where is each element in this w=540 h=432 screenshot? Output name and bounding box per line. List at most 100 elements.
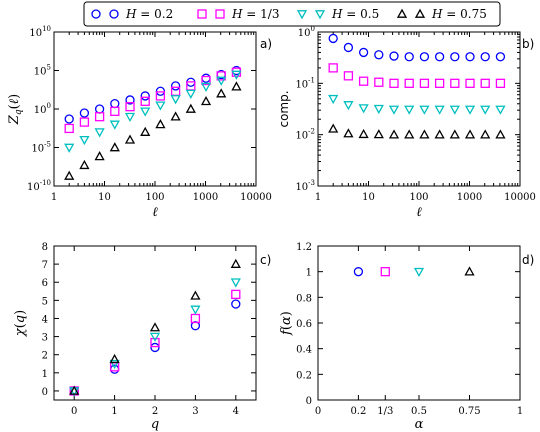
data-point [231, 299, 241, 309]
data-point [373, 104, 384, 115]
tick-label: 1 [306, 268, 312, 279]
data-point [64, 170, 75, 180]
tick-label: 0 [42, 387, 48, 398]
data-point [79, 108, 90, 118]
tick-label: 0.5 [411, 406, 427, 417]
data-point [450, 78, 460, 88]
tick-label: 1 [315, 192, 321, 203]
data-point [79, 159, 90, 170]
data-point [125, 102, 135, 112]
tick-label: 0 [315, 406, 321, 417]
y-axis-label: comp. [277, 90, 291, 127]
data-point [328, 94, 339, 105]
tick-label: 1.2 [296, 242, 312, 253]
legend-frame [83, 1, 501, 27]
tick-label: 105 [34, 64, 51, 78]
data-point [450, 52, 460, 62]
y-axis-label: Zq(ℓ) [7, 94, 24, 125]
data-point [149, 322, 161, 332]
data-point [419, 78, 430, 88]
data-point [124, 134, 136, 144]
data-point [230, 278, 241, 288]
data-point [480, 105, 491, 115]
data-point [94, 104, 105, 114]
legend-label: H = 0.75 [431, 7, 487, 21]
tick-label: 0.75 [458, 406, 480, 417]
data-point [69, 385, 80, 395]
data-point [149, 332, 161, 342]
data-point [190, 290, 201, 300]
data-point [155, 119, 166, 129]
data-point [358, 104, 369, 114]
data-point [79, 135, 90, 146]
tick-label: 7 [42, 260, 48, 271]
data-point [64, 123, 74, 134]
data-point [480, 52, 490, 62]
data-point [404, 78, 414, 88]
data-point [328, 33, 338, 44]
data-point [94, 112, 105, 122]
data-point [109, 364, 120, 374]
legend-label: H = 1/3 [231, 7, 279, 21]
data-point [140, 91, 150, 101]
data-point [464, 266, 475, 276]
data-point [404, 105, 415, 115]
data-point [109, 359, 120, 370]
tick-label: 100 [34, 102, 51, 116]
data-point [449, 129, 460, 139]
legend-marker [314, 10, 326, 20]
data-point [216, 88, 227, 98]
data-point [170, 95, 181, 105]
data-point [185, 103, 196, 113]
data-point [374, 77, 384, 87]
data-point [434, 78, 445, 88]
data-point [94, 128, 105, 138]
legend-marker [197, 9, 207, 19]
tick-label: 0 [306, 396, 312, 407]
data-point [124, 112, 136, 123]
data-point [465, 78, 475, 88]
x-axis-label: ℓ [416, 205, 422, 220]
data-point [200, 95, 212, 106]
data-point [109, 120, 120, 130]
data-point [434, 105, 445, 115]
tick-label: 0.2 [350, 406, 366, 417]
data-point [109, 353, 120, 364]
data-point [150, 342, 160, 353]
panel-c: 0 1 2 3 4 0 1 2 3 4 5 6 7 8 q χ(q) c) [13, 242, 271, 432]
tick-label: 3 [42, 333, 48, 344]
data-point [449, 105, 460, 115]
tick-label: 0 [71, 406, 77, 417]
legend: H = 0.2 H = 1/3 H = 0.5 H = 0.75 [83, 1, 501, 27]
data-point [495, 129, 506, 139]
tick-label: 1 [42, 369, 48, 380]
data-point [185, 89, 196, 99]
x-axis-label: ℓ [152, 205, 158, 220]
data-point [170, 81, 181, 91]
data-point [495, 52, 506, 62]
tick-label: 10000 [504, 192, 536, 203]
tick-label: 1000 [193, 192, 218, 203]
legend-marker [396, 8, 408, 18]
legend-marker [215, 9, 225, 19]
tick-label: 6 [42, 278, 48, 289]
data-point [216, 76, 227, 86]
data-point [190, 305, 201, 315]
data-point [79, 117, 90, 127]
data-point [155, 101, 166, 111]
data-point [388, 129, 400, 139]
tick-label: 1000 [457, 192, 482, 203]
tick-label: 4 [42, 314, 48, 325]
data-point [358, 47, 369, 58]
data-point [404, 52, 414, 62]
data-point [230, 258, 241, 268]
data-point [389, 78, 399, 88]
tick-label: 0.8 [296, 293, 312, 304]
tick-label: 100 [409, 192, 428, 203]
panel-label: d) [522, 253, 534, 267]
data-point [343, 42, 354, 53]
tick-label: 1 [51, 192, 57, 203]
tick-label: 100 [298, 25, 315, 39]
data-point [94, 151, 105, 161]
